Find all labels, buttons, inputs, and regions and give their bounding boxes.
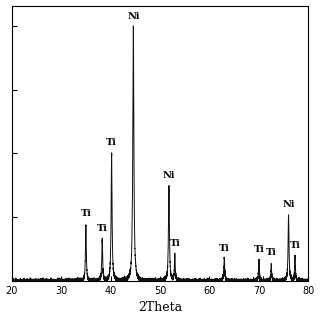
X-axis label: 2Theta: 2Theta (138, 301, 182, 315)
Text: Ni: Ni (127, 12, 140, 21)
Text: Ti: Ti (97, 224, 108, 233)
Text: Ti: Ti (169, 239, 180, 248)
Text: Ti: Ti (80, 210, 91, 219)
Text: Ni: Ni (163, 171, 175, 180)
Text: Ti: Ti (253, 245, 264, 254)
Text: Ni: Ni (282, 200, 295, 210)
Text: Ti: Ti (290, 241, 300, 250)
Text: Ti: Ti (219, 244, 230, 252)
Text: Ti: Ti (106, 138, 117, 147)
Text: Ti: Ti (266, 248, 277, 257)
